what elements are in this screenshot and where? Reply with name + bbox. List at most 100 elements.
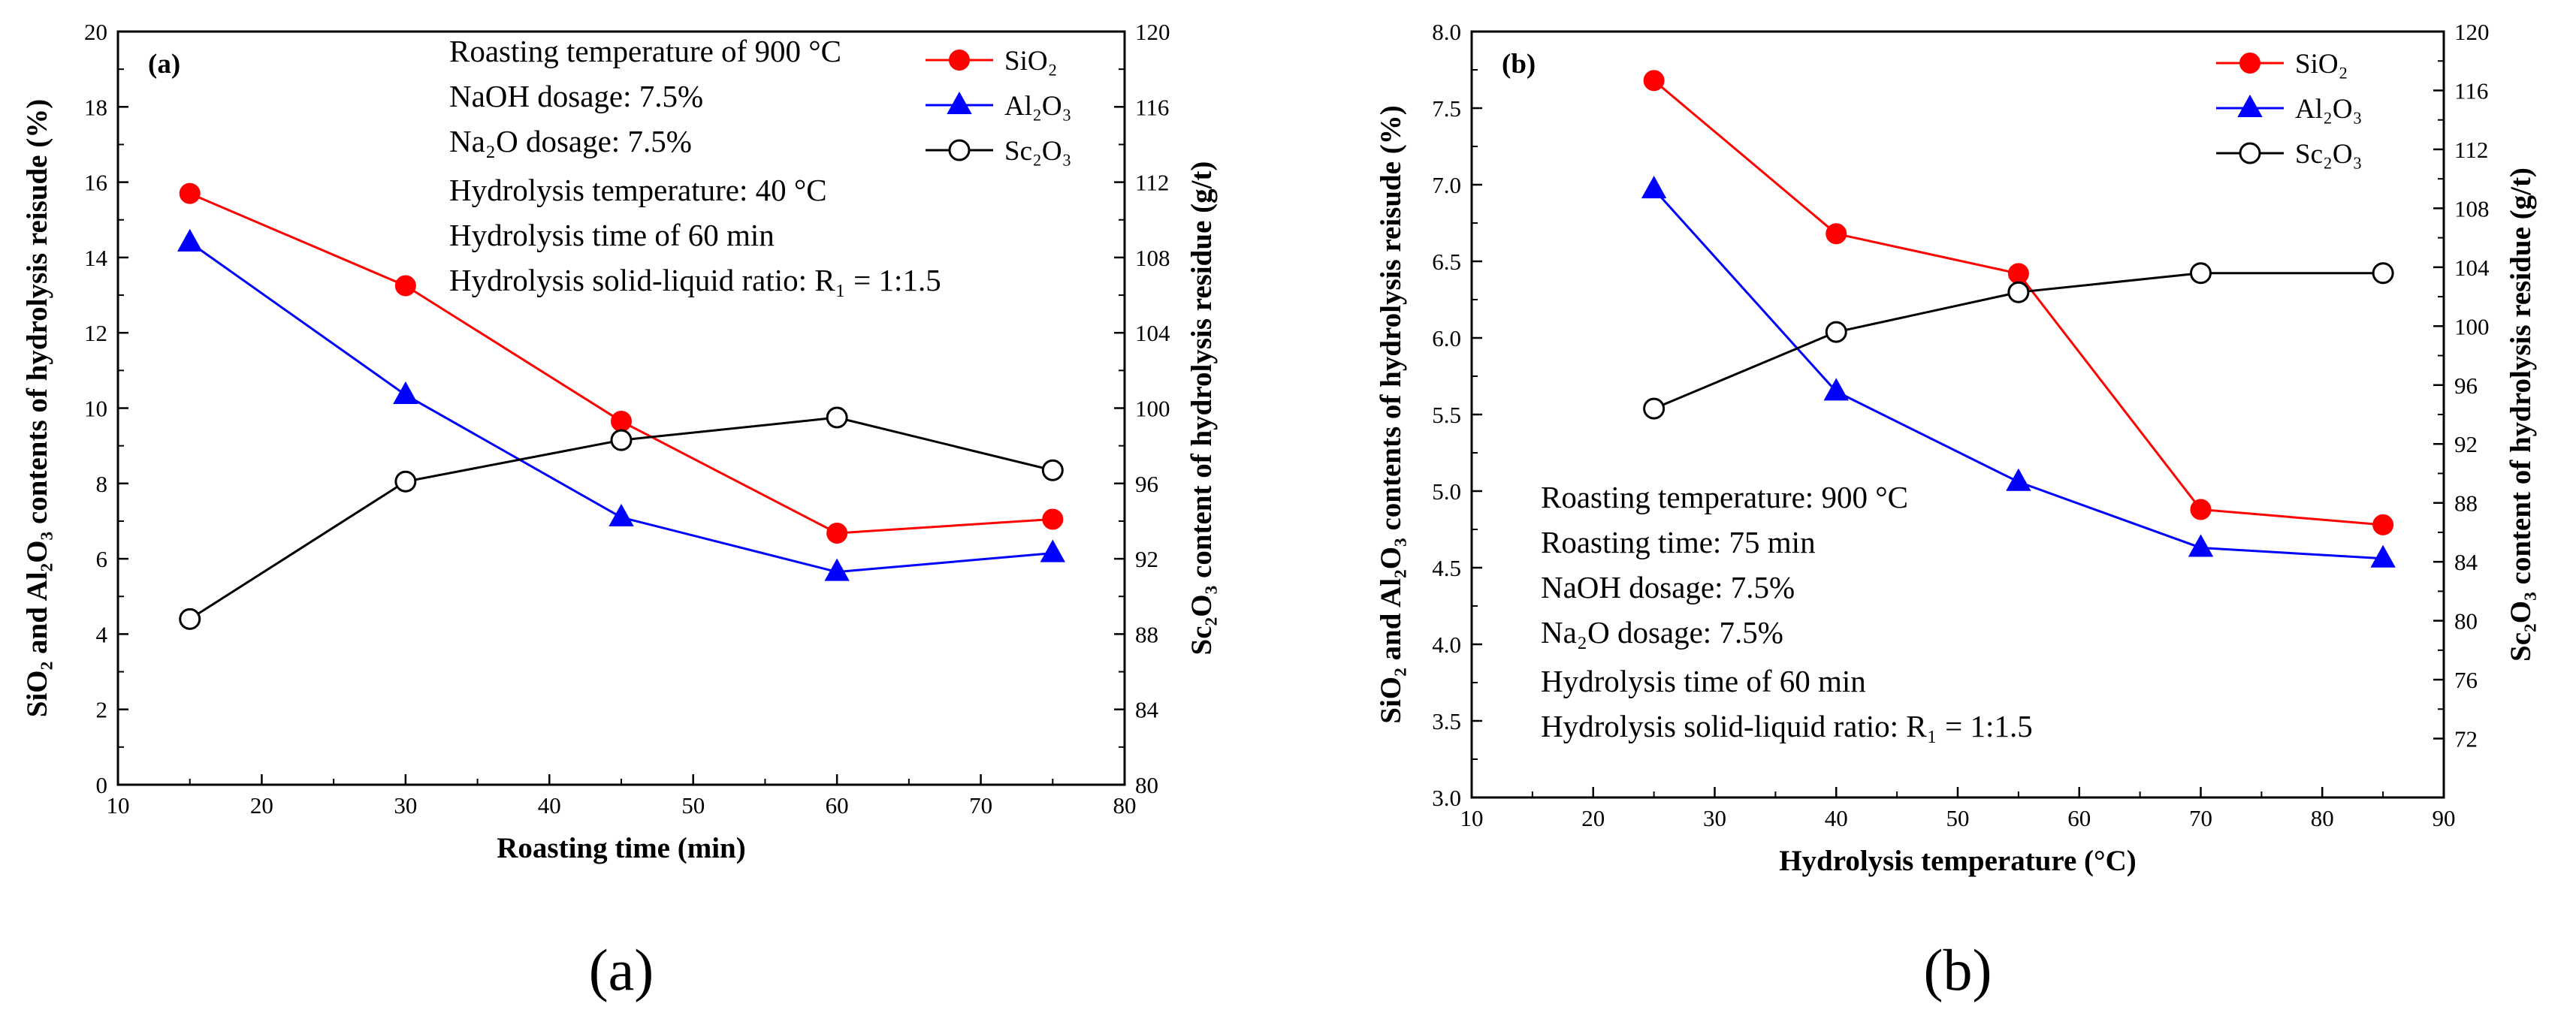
condition-annotation: Roasting time: 75 min	[1541, 525, 1816, 559]
data-point	[1825, 321, 1847, 343]
data-point	[2007, 281, 2030, 303]
y-left-tick-label: 6	[96, 546, 108, 572]
x-tick-label: 50	[1946, 805, 1970, 831]
legend-marker	[947, 91, 972, 114]
condition-annotation: Hydrolysis time of 60 min	[449, 218, 775, 252]
y-left-tick-label: 3.5	[1432, 708, 1461, 734]
y-left-tick-label: 14	[84, 245, 108, 271]
y-left-tick-label: 7.5	[1432, 95, 1461, 122]
condition-annotation: Roasting temperature: 900 °C	[1541, 480, 1908, 514]
legend-marker	[2237, 94, 2263, 117]
legend-label: Sc₂O₃	[2295, 139, 2363, 170]
x-tick-label: 60	[826, 792, 849, 819]
y-left-tick-label: 2	[96, 697, 108, 723]
data-point	[179, 182, 201, 204]
y-right-tick-label: 72	[2454, 726, 2478, 752]
y-left-tick-label: 7.0	[1432, 172, 1461, 198]
data-point	[826, 406, 848, 429]
y-right-tick-label: 84	[2454, 549, 2478, 575]
data-point	[611, 411, 632, 433]
y-left-tick-label: 6.0	[1432, 325, 1461, 351]
data-point	[2190, 262, 2212, 285]
y-right-tick-label: 116	[1135, 94, 1169, 120]
legend-marker	[949, 50, 970, 71]
condition-annotation: Hydrolysis solid-liquid ratio: R₁ = 1:1.…	[1541, 709, 2033, 743]
y-left-tick-label: 8.0	[1432, 19, 1461, 45]
x-tick-label: 90	[2433, 805, 2456, 831]
y-right-tick-label: 116	[2454, 77, 2488, 104]
data-point	[177, 228, 203, 252]
legend-label: Al₂O₃	[2295, 94, 2363, 125]
y-right-tick-label: 84	[1135, 697, 1159, 723]
data-point	[2188, 534, 2214, 557]
y-right-tick-label: 112	[1135, 170, 1169, 196]
data-point	[2372, 514, 2394, 535]
x-tick-label: 50	[681, 792, 705, 819]
panel-tag: (b)	[1502, 49, 1536, 80]
y-left-tick-label: 4	[96, 621, 108, 647]
data-point	[2372, 262, 2394, 285]
y-right-tick-label: 92	[1135, 546, 1158, 572]
data-point	[609, 503, 634, 526]
y-left-tick-label: 0	[96, 772, 108, 798]
y-right-tick-label: 80	[2454, 608, 2478, 635]
condition-annotation: Na₂O dosage: 7.5%	[1541, 615, 1783, 650]
y-left-axis-title: SiO₂ and Al₂O₃ contents of hydrolysis re…	[1375, 105, 1407, 724]
y-right-tick-label: 120	[1135, 19, 1170, 45]
data-point	[394, 470, 417, 493]
data-point	[393, 381, 418, 404]
panel-caption: (b)	[1924, 937, 1992, 1002]
data-point	[610, 429, 633, 451]
data-point	[2190, 499, 2212, 520]
panel-tag: (a)	[148, 49, 180, 80]
y-right-axis-title: Sc₂O₃ content of hydrolysis residue (g/t…	[1185, 161, 1218, 656]
chart-panel-a: 10 20 30 40 50 60 70 80 0 2 4 6 8 10 12 14 16 18 20 80 84 88 9…	[21, 19, 1218, 1002]
condition-annotation: NaOH dosage: 7.5%	[449, 79, 703, 113]
y-left-tick-label: 4.0	[1432, 632, 1461, 658]
data-point	[1643, 70, 1665, 92]
y-left-tick-label: 20	[84, 19, 107, 45]
x-tick-label: 40	[538, 792, 561, 819]
data-point	[1041, 459, 1064, 481]
x-tick-label: 70	[969, 792, 992, 819]
x-tick-label: 60	[2067, 805, 2091, 831]
condition-annotation: Hydrolysis time of 60 min	[1541, 664, 1866, 698]
legend-label: SiO₂	[1004, 46, 1057, 77]
y-left-tick-label: 10	[84, 396, 107, 422]
x-tick-label: 30	[394, 792, 417, 819]
x-tick-label: 40	[1825, 805, 1848, 831]
y-left-axis-title: SiO₂ and Al₂O₃ contents of hydrolysis re…	[21, 99, 53, 718]
legend-label: Sc₂O₃	[1004, 136, 1072, 167]
y-right-tick-label: 104	[1135, 320, 1170, 346]
data-point	[179, 607, 201, 630]
data-point	[824, 558, 850, 581]
y-right-tick-label: 88	[1135, 621, 1158, 647]
data-point	[826, 522, 848, 544]
data-point	[394, 275, 416, 297]
legend-label: Al₂O₃	[1004, 91, 1072, 122]
legend-label: SiO₂	[2295, 49, 2348, 80]
y-left-tick-label: 5.0	[1432, 478, 1461, 505]
y-right-tick-label: 112	[2454, 137, 2488, 163]
y-right-axis-title: Sc₂O₃ content of hydrolysis residue (g/t…	[2505, 167, 2537, 662]
x-tick-label: 70	[2189, 805, 2212, 831]
y-left-tick-label: 8	[96, 471, 108, 497]
condition-annotation: Roasting temperature of 900 °C	[449, 34, 841, 68]
condition-annotation: NaOH dosage: 7.5%	[1541, 570, 1795, 604]
y-right-tick-label: 96	[1135, 471, 1158, 497]
x-tick-label: 80	[1113, 792, 1137, 819]
data-point	[1040, 539, 1065, 562]
y-right-tick-label: 96	[2454, 372, 2478, 399]
x-axis-title: Hydrolysis temperature (°C)	[1779, 845, 2137, 877]
data-point	[1823, 378, 1849, 401]
y-right-tick-label: 88	[2454, 490, 2478, 517]
x-tick-label: 20	[250, 792, 273, 819]
y-right-tick-label: 100	[1135, 396, 1170, 422]
condition-annotation: Na₂O dosage: 7.5%	[449, 124, 692, 158]
condition-annotation: Hydrolysis temperature: 40 °C	[449, 173, 827, 207]
data-point	[1826, 223, 1847, 245]
y-left-tick-label: 6.5	[1432, 249, 1461, 275]
data-point	[1643, 397, 1665, 420]
y-right-tick-label: 80	[1135, 772, 1158, 798]
